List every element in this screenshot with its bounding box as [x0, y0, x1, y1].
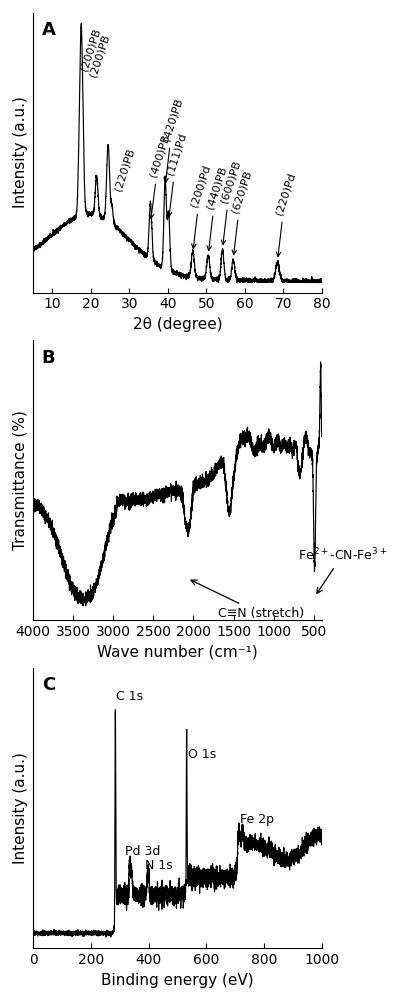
- Text: C 1s: C 1s: [116, 690, 143, 703]
- Text: C≡N (stretch): C≡N (stretch): [191, 580, 304, 620]
- Text: Fe$^{2+}$-CN-Fe$^{3+}$: Fe$^{2+}$-CN-Fe$^{3+}$: [298, 547, 387, 593]
- Text: (200)Pd: (200)Pd: [189, 164, 212, 249]
- Text: B: B: [42, 349, 55, 367]
- Text: (620)PB: (620)PB: [230, 169, 253, 255]
- Text: (220)PB: (220)PB: [113, 147, 137, 193]
- Text: (111)Pd: (111)Pd: [165, 132, 188, 217]
- Text: (200)PB: (200)PB: [88, 33, 111, 79]
- Y-axis label: Intensity (a.u.): Intensity (a.u.): [12, 752, 27, 864]
- Text: C: C: [42, 676, 55, 694]
- Text: (400)PB: (400)PB: [148, 133, 171, 219]
- Text: (440)PB: (440)PB: [205, 165, 228, 251]
- X-axis label: Wave number (cm⁻¹): Wave number (cm⁻¹): [97, 645, 258, 660]
- Text: Pd 3d: Pd 3d: [125, 845, 161, 858]
- X-axis label: 2θ (degree): 2θ (degree): [133, 317, 222, 332]
- Text: (600)PB: (600)PB: [219, 159, 242, 245]
- Text: Fe 2p: Fe 2p: [240, 813, 274, 826]
- Text: A: A: [42, 21, 56, 39]
- Text: (420)PB: (420)PB: [161, 97, 185, 183]
- Text: O 1s: O 1s: [188, 748, 216, 761]
- Text: N 1s: N 1s: [145, 859, 173, 872]
- X-axis label: Binding energy (eV): Binding energy (eV): [101, 972, 254, 988]
- Text: (200)PB: (200)PB: [79, 27, 103, 73]
- Y-axis label: Transmittance (%): Transmittance (%): [12, 410, 27, 550]
- Text: (220)Pd: (220)Pd: [274, 172, 297, 257]
- Y-axis label: Intensity (a.u.): Intensity (a.u.): [12, 97, 27, 208]
